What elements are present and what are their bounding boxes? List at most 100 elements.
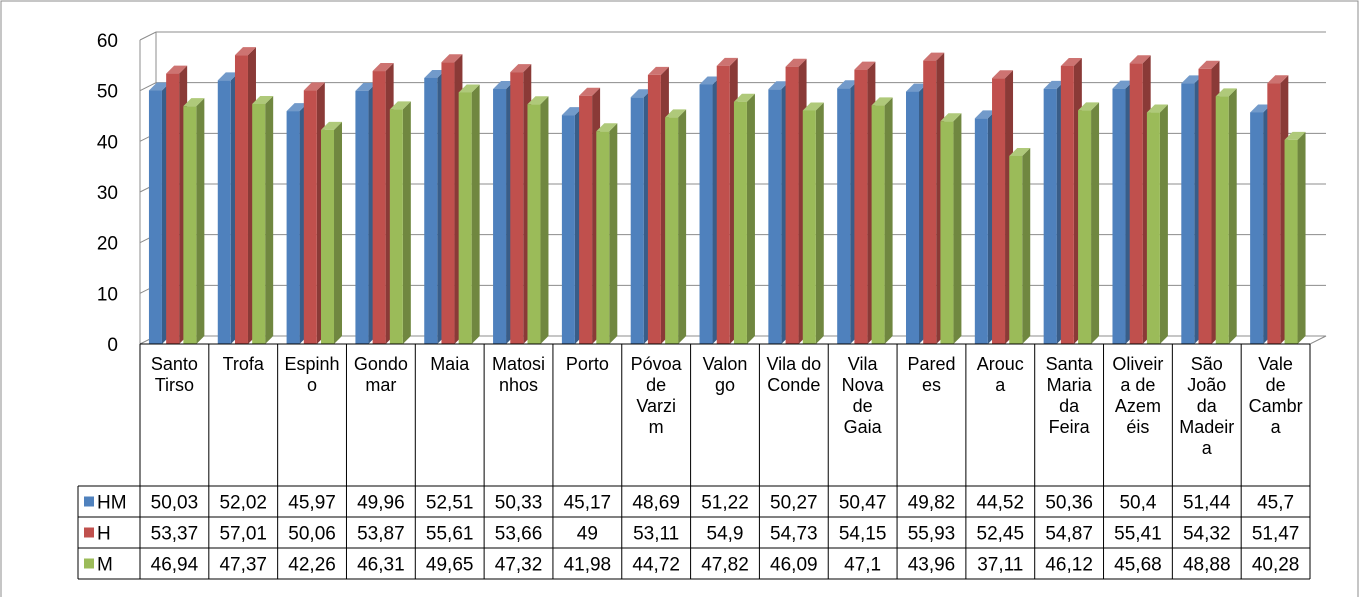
table-value: 54,9 xyxy=(707,524,744,545)
bar-side xyxy=(1228,88,1237,344)
legend-key-m xyxy=(84,558,94,569)
bar-front xyxy=(1215,96,1229,344)
table-value: 51,44 xyxy=(1183,493,1231,514)
table-value: 45,17 xyxy=(564,493,612,514)
bar-front xyxy=(665,117,679,344)
bar-top xyxy=(699,76,721,85)
bar-m xyxy=(252,95,274,344)
bar-side xyxy=(1091,102,1100,344)
table-value: 49 xyxy=(577,524,598,545)
bar-front xyxy=(630,97,644,344)
y-tick-label: 40 xyxy=(97,132,118,153)
bar-top xyxy=(1267,75,1289,84)
y-tick-label: 50 xyxy=(97,82,118,103)
bar-front xyxy=(974,118,988,344)
table-value: 55,61 xyxy=(426,524,474,545)
table-value: 50,4 xyxy=(1119,493,1156,514)
bar-side xyxy=(402,101,411,344)
bar-front xyxy=(458,92,472,344)
bar-m xyxy=(1284,131,1306,344)
bar-front xyxy=(768,89,782,344)
bar-top xyxy=(303,82,325,91)
bar-front xyxy=(837,88,851,344)
table-value: 44,72 xyxy=(632,555,680,576)
bar-side xyxy=(953,113,962,344)
category-label: Oliveir a de Azem éis xyxy=(1112,354,1163,437)
series-name: M xyxy=(97,555,113,576)
bar-front xyxy=(579,95,593,344)
y-tick-label: 0 xyxy=(107,335,118,356)
bar-top xyxy=(510,64,532,73)
table-value: 50,06 xyxy=(288,524,336,545)
category-label: São João da Madeir a xyxy=(1179,354,1234,458)
bar-front xyxy=(1043,88,1057,344)
bar-front xyxy=(596,131,610,344)
table-value: 44,52 xyxy=(977,493,1025,514)
table-value: 50,03 xyxy=(151,493,199,514)
bar-front xyxy=(1181,83,1195,344)
table-value: 46,12 xyxy=(1045,555,1093,576)
bar-top xyxy=(785,58,807,67)
bar-front xyxy=(389,109,403,344)
bar-front xyxy=(1009,155,1023,344)
bar-side xyxy=(265,95,274,344)
y-tick-label: 10 xyxy=(97,284,118,305)
bar-top xyxy=(837,80,859,89)
table-value: 46,94 xyxy=(151,555,199,576)
bar-top xyxy=(974,110,996,119)
bar-top xyxy=(1129,55,1151,64)
table-value: 46,09 xyxy=(770,555,818,576)
bar-front xyxy=(1078,110,1092,344)
bar-top xyxy=(424,69,446,78)
bar-m xyxy=(733,93,755,344)
table-value: 49,65 xyxy=(426,555,474,576)
table-value: 52,51 xyxy=(426,493,474,514)
bar-front xyxy=(148,90,162,344)
bar-top xyxy=(579,87,601,96)
bar-front xyxy=(1267,83,1281,345)
bar-front xyxy=(303,90,317,344)
bar-side xyxy=(471,84,480,344)
table-value: 47,32 xyxy=(495,555,543,576)
table-value: 53,87 xyxy=(357,524,405,545)
bar-top xyxy=(992,70,1014,79)
bar-top xyxy=(1078,102,1100,111)
bar-top xyxy=(802,102,824,111)
category-label: Santa Maria da Feira xyxy=(1046,354,1094,437)
table-value: 45,68 xyxy=(1114,555,1162,576)
y-tick-label: 60 xyxy=(97,31,118,52)
bar-m xyxy=(1215,88,1237,344)
bar-top xyxy=(854,61,876,70)
table-value: 53,66 xyxy=(495,524,543,545)
table-value: 50,47 xyxy=(839,493,887,514)
table-value: 47,1 xyxy=(844,555,881,576)
bars xyxy=(148,47,1306,345)
bar-front xyxy=(234,55,248,345)
bar-top xyxy=(1198,60,1220,69)
bar-side xyxy=(1297,131,1306,344)
bar-top xyxy=(906,83,928,92)
bar-m xyxy=(802,102,824,345)
category-label: Espinh o xyxy=(285,354,340,395)
bar-top xyxy=(1146,104,1168,113)
bar-side xyxy=(540,96,549,344)
bar-front xyxy=(1198,68,1212,345)
bar-front xyxy=(1250,112,1264,344)
table-value: 51,22 xyxy=(701,493,749,514)
bar-top xyxy=(596,123,618,132)
bar-m xyxy=(458,84,480,344)
bar-front xyxy=(1112,88,1126,344)
bar-front xyxy=(802,110,816,345)
table-value: 48,69 xyxy=(632,493,680,514)
bar-front xyxy=(647,74,661,344)
bar-m xyxy=(665,109,687,344)
bar-front xyxy=(493,88,507,345)
bar-front xyxy=(286,111,300,345)
bar-side xyxy=(196,98,205,344)
bar-m xyxy=(527,96,549,344)
bar-front xyxy=(217,80,231,344)
bar-top xyxy=(1043,80,1065,89)
table-value: 53,37 xyxy=(151,524,199,545)
bar-top xyxy=(1215,88,1237,97)
series-name: HM xyxy=(97,493,127,514)
